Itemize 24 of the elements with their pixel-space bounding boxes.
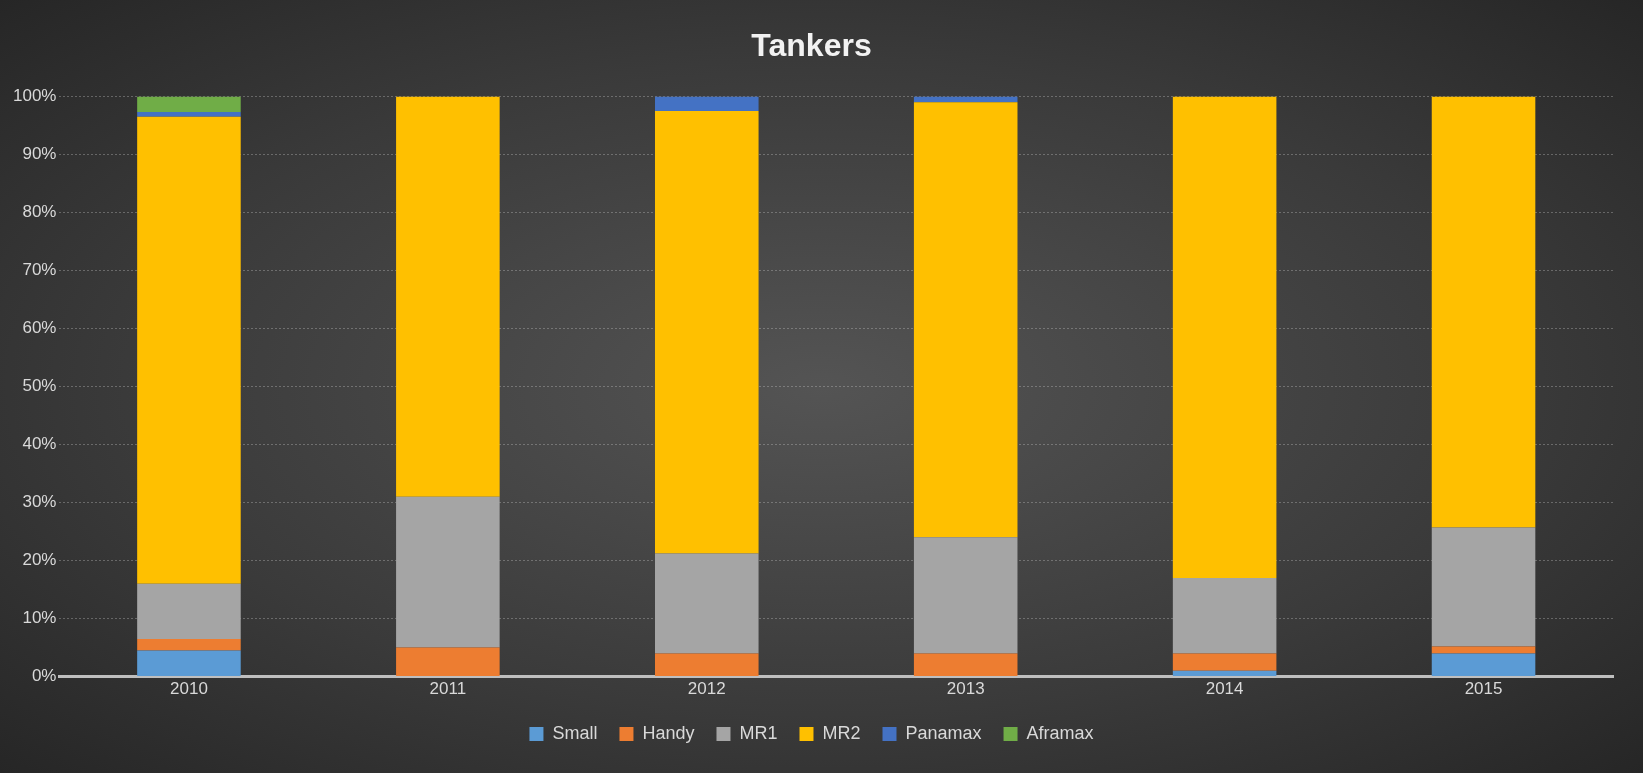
- x-tick-label: 2010: [170, 679, 208, 699]
- legend-label: Aframax: [1026, 722, 1094, 743]
- y-tick-label: 40%: [22, 434, 57, 454]
- y-tick-label: 30%: [22, 492, 57, 512]
- y-tick-label: 50%: [22, 376, 57, 396]
- x-tick-label: 2014: [1205, 679, 1244, 699]
- y-tick-label: 90%: [22, 144, 57, 164]
- x-tick-label: 2013: [946, 679, 985, 699]
- y-tick-label: 20%: [22, 550, 57, 570]
- legend-label: Panamax: [905, 722, 982, 743]
- y-tick-label: 10%: [22, 608, 57, 628]
- y-tick-label: 100%: [13, 86, 57, 106]
- x-tick-label: 2011: [429, 679, 467, 699]
- legend-label: Handy: [642, 722, 695, 743]
- x-tick-label: 2012: [687, 679, 726, 699]
- x-tick-label: 2015: [1464, 679, 1503, 699]
- y-tick-label: 70%: [22, 260, 57, 280]
- y-tick-label: 60%: [22, 318, 57, 338]
- legend-label: MR2: [822, 722, 861, 743]
- legend-label: Small: [552, 722, 598, 743]
- chart-title: Tankers: [751, 27, 872, 64]
- legend-label: MR1: [739, 722, 778, 743]
- y-tick-label: 0%: [31, 666, 57, 686]
- y-tick-label: 80%: [22, 202, 57, 222]
